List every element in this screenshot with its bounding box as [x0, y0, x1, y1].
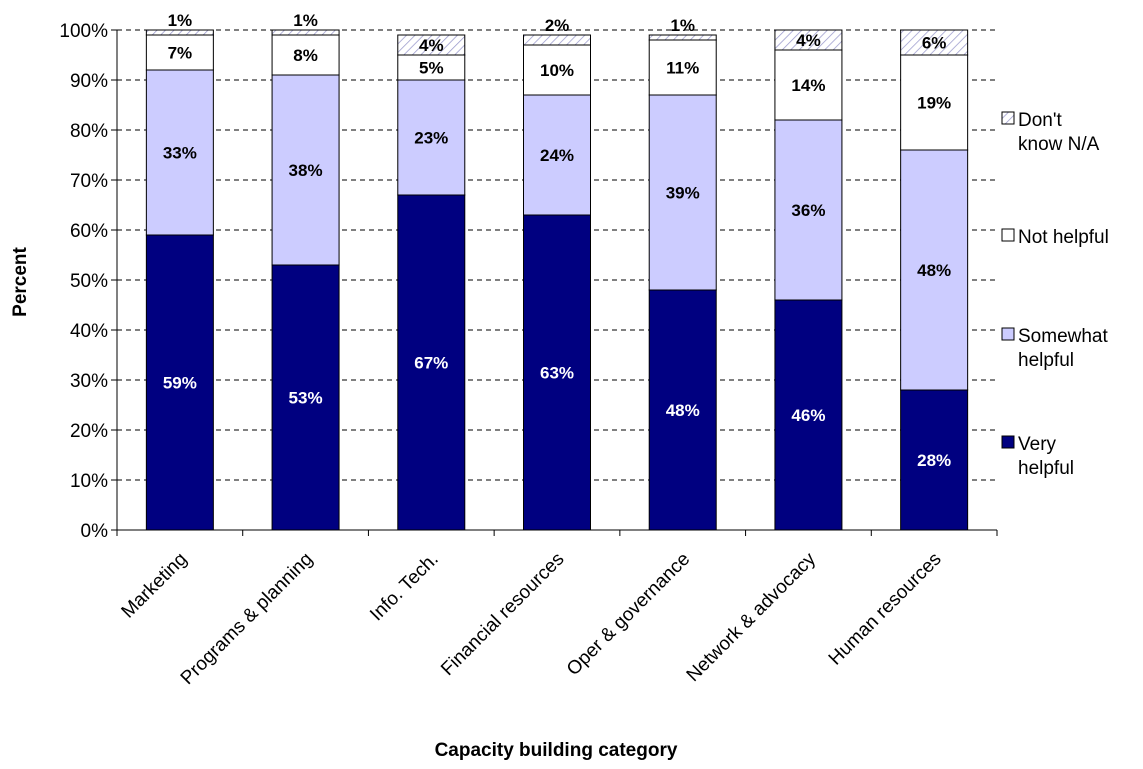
y-tick-label: 70% — [70, 171, 108, 192]
y-tick-label: 10% — [70, 471, 108, 492]
x-axis-title: Capacity building category — [435, 740, 678, 761]
y-tick-labels: 0% 10% 20% 30% 40% 50% 60% 70% 80% 90% 100% — [59, 21, 108, 542]
x-tick-label: Network & advocacy — [683, 548, 821, 686]
y-tick-label: 20% — [70, 421, 108, 442]
y-tick-label: 30% — [70, 371, 108, 392]
x-tick-label: Human resources — [825, 549, 946, 670]
legend-label: Not helpful — [1018, 227, 1109, 248]
data-label: 11% — [666, 59, 699, 78]
bar-segment — [774, 49, 843, 121]
legend-label: know N/A — [1018, 134, 1100, 155]
data-label: 53% — [289, 389, 323, 408]
data-label: 2% — [545, 16, 570, 35]
legend-label: Somewhat — [1018, 326, 1108, 347]
data-label: 67% — [414, 354, 448, 373]
y-tick-label: 100% — [59, 21, 108, 42]
x-tick-label: Programs & planning — [177, 549, 317, 689]
data-label: 39% — [666, 184, 700, 203]
bar-segment — [271, 74, 340, 266]
bar-segment — [145, 29, 214, 36]
bar-segment — [145, 69, 214, 236]
y-axis-title: Percent — [10, 246, 31, 316]
legend: Don't know N/A Not helpful Somewhat helpful V… — [1001, 110, 1109, 479]
y-tick-label: 50% — [70, 271, 108, 292]
x-tick-label: Financial resources — [437, 549, 568, 680]
x-tick-label: Oper & governance — [563, 549, 694, 680]
bar-segment — [648, 34, 717, 41]
bar-segment — [648, 289, 717, 531]
bar-segment — [900, 29, 969, 56]
bar-segment — [145, 234, 214, 531]
axes — [111, 29, 998, 536]
bar-segment — [523, 214, 591, 531]
data-label: 1% — [293, 11, 318, 30]
bar-segment — [271, 34, 340, 76]
bar-segment — [523, 44, 591, 96]
y-tick-label: 60% — [70, 221, 108, 242]
bar-segment — [271, 264, 340, 531]
bar-segment — [397, 34, 466, 56]
data-label: 19% — [917, 94, 951, 113]
data-label: 1% — [168, 11, 193, 30]
data-label: 36% — [791, 201, 825, 220]
y-tick-label: 0% — [81, 521, 109, 542]
bar-segment — [774, 119, 843, 301]
bar-segment — [271, 29, 340, 36]
legend-swatch — [1001, 327, 1015, 341]
data-label: 7% — [168, 44, 193, 63]
data-label: 28% — [917, 451, 951, 470]
data-label: 8% — [293, 46, 318, 65]
legend-label: helpful — [1018, 458, 1074, 479]
legend-swatch — [1001, 435, 1015, 449]
y-tick-label: 80% — [70, 121, 108, 142]
bar-segment — [523, 94, 591, 216]
data-labels: 59% 33% 7% 1% 53% 38% 8% 1% 67% 23% 5% 4% 63% 24% 10% 2… — [163, 11, 951, 470]
bar-segment — [774, 299, 843, 531]
data-label: 1% — [670, 16, 695, 35]
data-label: 4% — [419, 36, 444, 55]
data-label: 4% — [796, 31, 821, 50]
data-label: 48% — [666, 401, 700, 420]
legend-label: Don't — [1018, 110, 1062, 131]
bars — [145, 29, 969, 531]
data-label: 46% — [791, 406, 825, 425]
data-label: 33% — [163, 144, 197, 163]
legend-swatch — [1001, 111, 1015, 125]
data-label: 63% — [540, 364, 574, 383]
data-label: 38% — [289, 161, 323, 180]
x-tick-label: Info. Tech. — [366, 549, 443, 626]
data-label: 24% — [540, 146, 574, 165]
bar-segment — [145, 34, 214, 71]
y-tick-label: 90% — [70, 71, 108, 92]
y-tick-label: 40% — [70, 321, 108, 342]
bar-segment — [900, 149, 969, 391]
bar-segment — [648, 39, 717, 96]
gridlines — [117, 29, 997, 481]
x-tick-label: Marketing — [118, 549, 192, 623]
data-label: 6% — [922, 34, 947, 53]
bar-segment — [774, 29, 843, 51]
data-label: 14% — [791, 76, 825, 95]
legend-label: helpful — [1018, 350, 1074, 371]
data-label: 5% — [419, 59, 444, 78]
data-label: 23% — [414, 129, 448, 148]
data-label: 10% — [540, 61, 574, 80]
bar-segment — [648, 94, 717, 291]
legend-swatch — [1001, 228, 1015, 242]
legend-label: Very — [1018, 434, 1057, 455]
data-label: 59% — [163, 374, 197, 393]
bar-segment — [523, 34, 591, 46]
data-label: 48% — [917, 261, 951, 280]
